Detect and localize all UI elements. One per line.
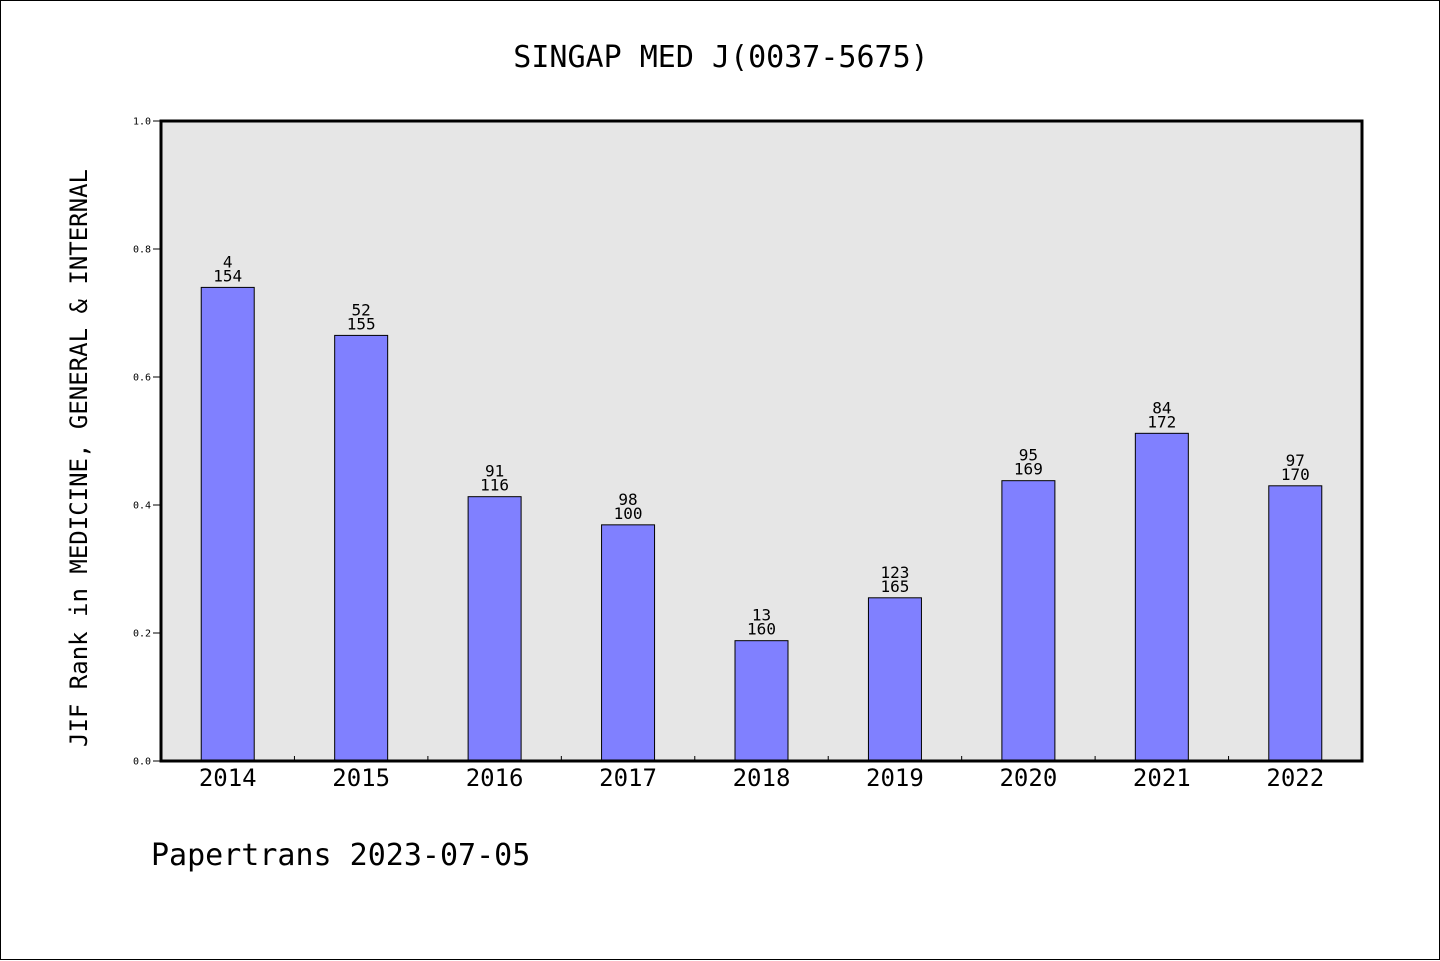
y-tick-label: 1.0 xyxy=(133,117,151,128)
y-tick-label: 0.2 xyxy=(133,629,151,640)
total-label-2022: 170 xyxy=(1281,465,1310,484)
x-tick-label-2019: 2019 xyxy=(866,764,924,792)
x-axis: 2014 2015 2016 2017 2018 2019 2020 2021 2022 xyxy=(199,756,1324,792)
total-label-2019: 165 xyxy=(880,577,909,596)
bar-2016 xyxy=(467,496,522,762)
bars-group xyxy=(200,286,1323,762)
total-label-2016: 116 xyxy=(480,476,509,495)
x-tick-label-2020: 2020 xyxy=(999,764,1057,792)
bar-2022 xyxy=(1268,485,1323,762)
y-tick-label: 0.4 xyxy=(133,501,151,512)
total-label-2020: 169 xyxy=(1014,460,1043,479)
x-tick-label-2015: 2015 xyxy=(332,764,390,792)
total-label-2015: 155 xyxy=(347,314,376,333)
rank-label-2016: 91 xyxy=(485,462,504,481)
rank-label-2022: 97 xyxy=(1286,451,1305,470)
x-tick-label-2021: 2021 xyxy=(1133,764,1191,792)
rank-label-2021: 84 xyxy=(1152,398,1171,417)
total-label-2021: 172 xyxy=(1147,412,1176,431)
bar-2017 xyxy=(601,524,656,762)
bar-2021 xyxy=(1134,432,1189,762)
y-tick-label: 0.8 xyxy=(133,245,151,256)
x-tick-label-2022: 2022 xyxy=(1266,764,1324,792)
y-tick-label: 0.6 xyxy=(133,373,151,384)
bar-2014 xyxy=(200,286,255,762)
rank-label-2014: 4 xyxy=(223,252,233,271)
rank-label-2020: 95 xyxy=(1019,446,1038,465)
rank-label-2017: 98 xyxy=(618,490,637,509)
x-tick-label-2014: 2014 xyxy=(199,764,257,792)
plot-border xyxy=(159,119,1364,763)
total-label-2014: 154 xyxy=(213,266,242,285)
bar-2020 xyxy=(1001,480,1056,762)
total-label-2017: 100 xyxy=(614,504,643,523)
y-axis: 0.0 0.2 0.4 0.6 0.8 1.0 xyxy=(133,117,161,768)
bar-2015 xyxy=(334,334,389,762)
y-axis-label: JIF Rank in MEDICINE, GENERAL & INTERNAL xyxy=(65,169,93,747)
x-tick-label-2017: 2017 xyxy=(599,764,657,792)
chart-title: SINGAP MED J(0037-5675) xyxy=(513,40,928,75)
x-tick-label-2018: 2018 xyxy=(733,764,791,792)
rank-label-2015: 52 xyxy=(352,300,371,319)
y-tick-label: 0.0 xyxy=(133,757,151,768)
bar-2019 xyxy=(867,597,922,762)
rank-label-2019: 123 xyxy=(880,563,909,582)
bar-2018 xyxy=(734,640,789,762)
x-tick-label-2016: 2016 xyxy=(466,764,524,792)
total-label-2018: 160 xyxy=(747,620,776,639)
footer-credit: Papertrans 2023-07-05 xyxy=(151,838,530,873)
rank-label-2018: 13 xyxy=(752,606,771,625)
